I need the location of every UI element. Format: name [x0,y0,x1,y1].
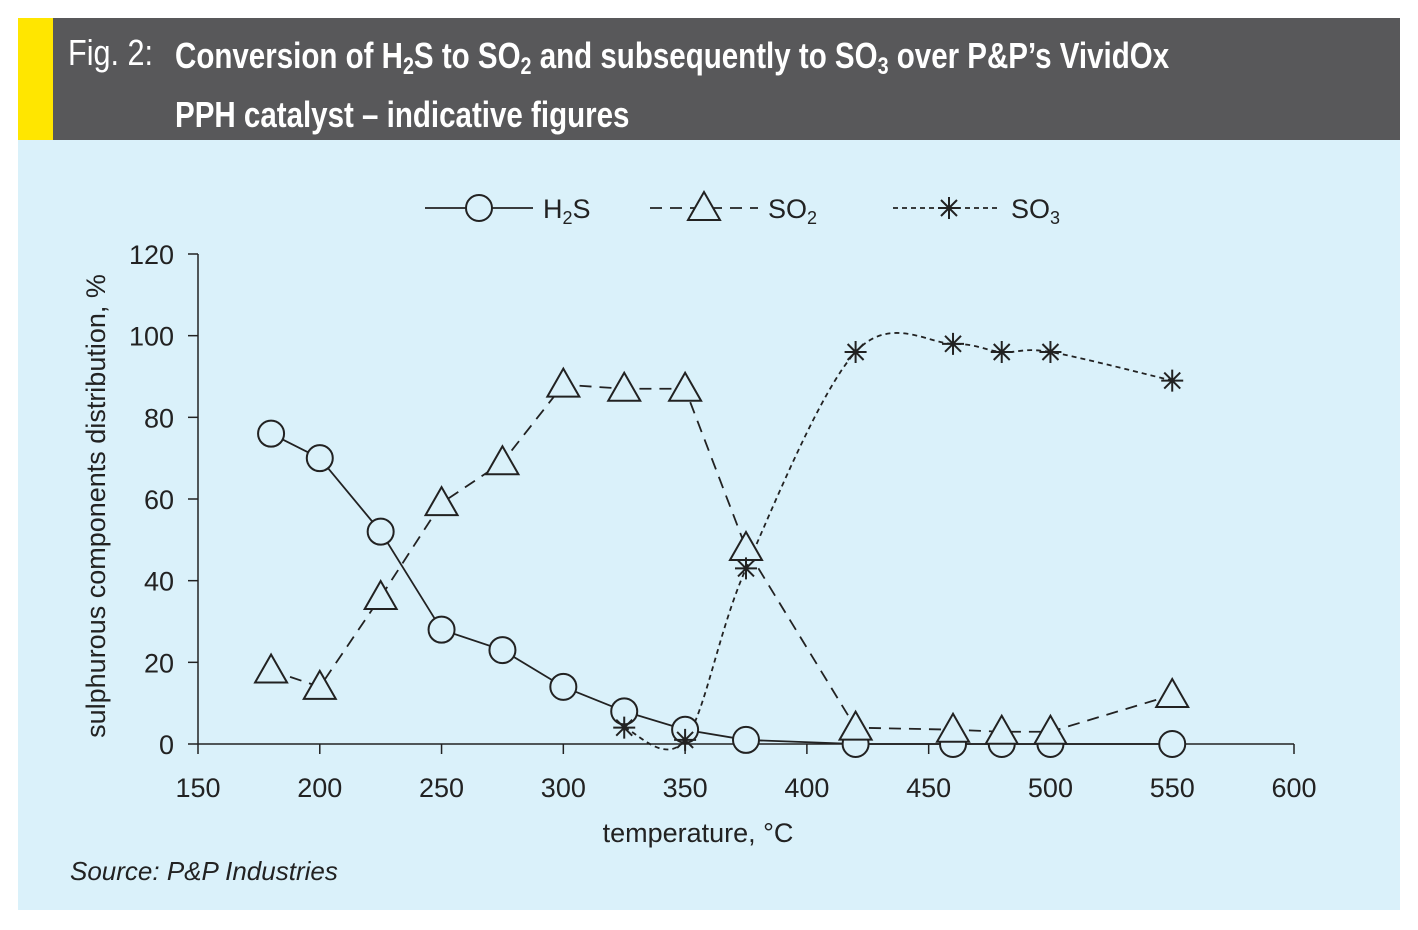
data-point-SO2 [837,709,874,741]
data-point-H2S [305,444,334,473]
data-point-SO2 [984,713,1020,745]
legend-marker-H2S [465,194,493,222]
series-line-H2S [270,432,1173,745]
x-tick-label: 500 [1028,773,1073,803]
y-tick-label: 100 [129,322,174,352]
title-sub: 3 [877,53,889,80]
data-point-SO2 [935,711,971,743]
y-tick-label: 80 [144,403,174,433]
data-point-SO3 [1039,341,1062,363]
title-sub: 2 [520,53,532,80]
y-tick-label: 0 [159,730,174,760]
data-point-H2S [488,636,517,665]
data-point-SO2 [1154,676,1190,708]
y-tick-label: 120 [129,240,174,270]
data-point-SO2 [484,444,521,476]
data-point-SO2 [253,652,289,684]
data-point-H2S [427,615,456,644]
y-tick-label: 60 [144,485,174,515]
y-axis-label: sulphurous components distribution, % [81,274,111,738]
legend-marker-SO3 [938,197,960,219]
legend-marker-SO2 [686,189,722,221]
source-note: Source: P&P Industries [70,856,338,886]
x-tick-label: 350 [663,773,708,803]
data-point-SO3 [674,728,697,751]
figure-panel: Fig. 2: Conversion of H2S to SO2 and sub… [18,18,1400,910]
x-tick-label: 200 [297,773,342,803]
x-tick-label: 150 [175,773,220,803]
title-text: over P&P’s VividOx [888,35,1170,76]
x-tick-label: 400 [784,773,829,803]
data-point-SO3 [613,716,636,739]
data-point-SO2 [302,668,338,700]
data-point-SO3 [735,557,757,580]
data-point-SO3 [844,341,867,363]
legend-label-H2S: H2S [543,194,591,228]
series-line-SO2 [270,383,1173,733]
x-axis-label: temperature, °C [603,818,794,848]
accent-stripe [18,18,53,140]
data-point-SO3 [942,332,965,355]
x-tick-label: 250 [419,773,464,803]
data-point-H2S [366,517,395,546]
data-point-SO3 [990,341,1013,363]
x-tick-label: 600 [1271,773,1316,803]
data-point-SO2 [667,370,703,402]
x-tick-label: 300 [541,773,586,803]
data-point-SO3 [1161,369,1184,392]
title-text: Conversion of H [175,35,403,76]
data-point-SO2 [728,529,764,561]
title-sub: 2 [402,53,414,80]
series-line-SO3 [623,332,1173,751]
data-point-H2S [549,672,578,701]
x-tick-label: 550 [1150,773,1195,803]
figure-title: Conversion of H2S to SO2 and subsequentl… [175,32,1184,139]
data-point-H2S [257,419,286,448]
title-text: and subsequently to SO [531,35,878,76]
figure-header: Fig. 2: Conversion of H2S to SO2 and sub… [18,18,1400,140]
data-point-SO2 [606,370,642,402]
y-tick-label: 20 [144,648,174,678]
title-line2: PPH catalyst – indicative figures [175,94,630,135]
data-point-SO2 [423,485,460,517]
data-point-SO2 [1032,713,1069,745]
legend-label-SO3: SO3 [1011,194,1060,228]
legend-label-SO2: SO2 [768,194,817,228]
data-point-H2S [1158,730,1187,758]
x-tick-label: 450 [906,773,951,803]
data-point-SO2 [545,366,582,398]
title-text: S to SO [413,35,521,76]
data-point-SO2 [362,578,399,610]
y-tick-label: 40 [144,567,174,597]
figure-label: Fig. 2: [68,32,154,73]
data-point-H2S [732,725,760,754]
